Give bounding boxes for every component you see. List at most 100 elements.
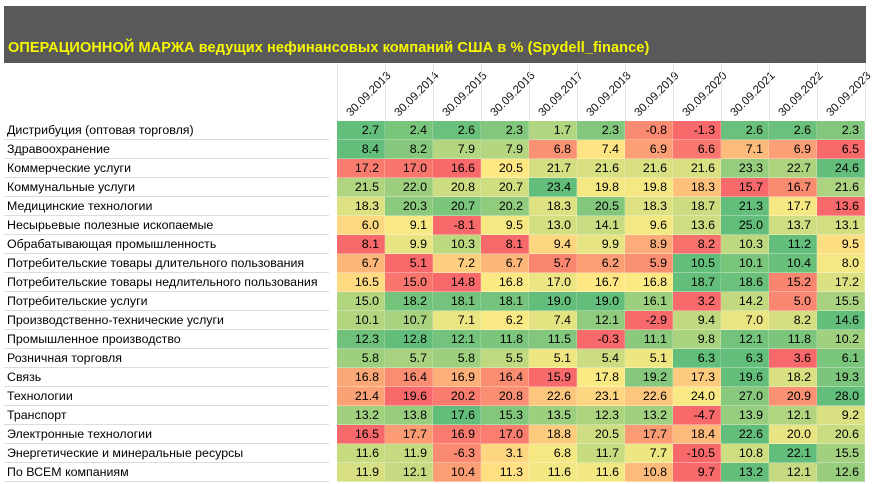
value-cell: -4.7 bbox=[673, 406, 721, 425]
value-cell: 8.2 bbox=[673, 235, 721, 254]
value-cell: 8.2 bbox=[385, 140, 433, 159]
value-cell: 21.6 bbox=[817, 178, 865, 197]
value-cell: 7.0 bbox=[721, 311, 769, 330]
value-cell: 9.2 bbox=[817, 406, 865, 425]
value-cell: 13.2 bbox=[337, 406, 385, 425]
value-cell: 20.5 bbox=[481, 159, 529, 178]
value-cell: 18.8 bbox=[529, 425, 577, 444]
value-cell: 7.4 bbox=[529, 311, 577, 330]
table-row: Здравоохранение 8.4 8.2 7.9 7.9 6.8 7.4 6.9 6.6 7… bbox=[4, 140, 865, 159]
value-cell: 17.0 bbox=[385, 159, 433, 178]
value-cell: 21.6 bbox=[577, 159, 625, 178]
value-cell: 12.1 bbox=[577, 311, 625, 330]
table-row: Розничная торговля 5.8 5.7 5.8 5.5 5.1 5.4 5.1 6… bbox=[4, 349, 865, 368]
value-cell: 21.6 bbox=[625, 159, 673, 178]
value-cell: 7.7 bbox=[625, 444, 673, 463]
value-cell: 11.3 bbox=[481, 463, 529, 482]
value-cell: -1.3 bbox=[673, 121, 721, 140]
value-cell: 5.1 bbox=[385, 254, 433, 273]
value-cell: 15.2 bbox=[769, 273, 817, 292]
value-cell: -0.3 bbox=[577, 330, 625, 349]
value-cell: 6.8 bbox=[529, 444, 577, 463]
value-cell: 10.3 bbox=[433, 235, 481, 254]
value-cell: 2.4 bbox=[385, 121, 433, 140]
row-label: Потребительские товары недлительного пол… bbox=[4, 273, 329, 292]
value-cell: 8.2 bbox=[769, 311, 817, 330]
value-cell: 19.6 bbox=[385, 387, 433, 406]
value-cell: 13.1 bbox=[817, 216, 865, 235]
value-cell: 27.0 bbox=[721, 387, 769, 406]
row-label: Технологии bbox=[4, 387, 329, 406]
value-cell: 16.9 bbox=[433, 368, 481, 387]
value-cell: 10.1 bbox=[337, 311, 385, 330]
value-cell: 5.8 bbox=[433, 349, 481, 368]
value-cell: 7.2 bbox=[433, 254, 481, 273]
row-label: Обрабатывающая промышленность bbox=[4, 235, 329, 254]
value-cell: 2.7 bbox=[337, 121, 385, 140]
row-label: Энергетические и минеральные ресурсы bbox=[4, 444, 329, 463]
column-header: 30.09.2018 bbox=[584, 69, 634, 119]
value-cell: 18.2 bbox=[769, 368, 817, 387]
value-cell: 6.1 bbox=[817, 349, 865, 368]
value-cell: 13.6 bbox=[817, 197, 865, 216]
value-cell: 20.0 bbox=[769, 425, 817, 444]
header-gridline bbox=[337, 63, 338, 121]
header-gridline bbox=[625, 63, 626, 121]
column-header: 30.09.2017 bbox=[536, 69, 586, 119]
value-cell: 23.1 bbox=[577, 387, 625, 406]
row-label: Транспорт bbox=[4, 406, 329, 425]
value-cell: 16.8 bbox=[625, 273, 673, 292]
value-cell: 17.6 bbox=[433, 406, 481, 425]
value-cell: 22.0 bbox=[385, 178, 433, 197]
value-cell: 16.4 bbox=[385, 368, 433, 387]
value-cell: 20.7 bbox=[481, 178, 529, 197]
row-label: Здравоохранение bbox=[4, 140, 329, 159]
column-header: 30.09.2020 bbox=[680, 69, 730, 119]
value-cell: 6.0 bbox=[337, 216, 385, 235]
table-row: Коммерческие услуги 17.2 17.0 16.6 20.5 21.7 2… bbox=[4, 159, 865, 178]
value-cell: -0.8 bbox=[625, 121, 673, 140]
value-cell: 5.1 bbox=[625, 349, 673, 368]
value-cell: 6.9 bbox=[769, 140, 817, 159]
value-cell: 1.7 bbox=[529, 121, 577, 140]
value-cell: 10.8 bbox=[625, 463, 673, 482]
value-cell: 20.8 bbox=[433, 178, 481, 197]
value-cell: 18.2 bbox=[385, 292, 433, 311]
value-cell: 12.1 bbox=[721, 330, 769, 349]
value-cell: 22.1 bbox=[769, 444, 817, 463]
value-cell: 17.8 bbox=[577, 368, 625, 387]
value-cell: 20.2 bbox=[433, 387, 481, 406]
value-cell: 17.3 bbox=[673, 368, 721, 387]
value-cell: 15.7 bbox=[721, 178, 769, 197]
value-cell: 22.6 bbox=[625, 387, 673, 406]
value-cell: 16.5 bbox=[337, 425, 385, 444]
column-header: 30.09.2014 bbox=[392, 69, 442, 119]
value-cell: 15.3 bbox=[481, 406, 529, 425]
value-cell: 16.7 bbox=[769, 178, 817, 197]
value-cell: 18.3 bbox=[673, 178, 721, 197]
header-gridline bbox=[769, 63, 770, 121]
value-cell: 16.4 bbox=[481, 368, 529, 387]
value-cell: 18.4 bbox=[673, 425, 721, 444]
value-cell: 11.8 bbox=[769, 330, 817, 349]
header-gridline bbox=[721, 63, 722, 121]
value-cell: -8.1 bbox=[433, 216, 481, 235]
value-cell: 6.3 bbox=[721, 349, 769, 368]
value-cell: 6.6 bbox=[673, 140, 721, 159]
header-gridline bbox=[577, 63, 578, 121]
row-label: По ВСЕМ компаниям bbox=[4, 463, 329, 482]
value-cell: 17.7 bbox=[385, 425, 433, 444]
header-gridline bbox=[673, 63, 674, 121]
value-cell: 2.6 bbox=[721, 121, 769, 140]
value-cell: 12.3 bbox=[577, 406, 625, 425]
value-cell: 17.0 bbox=[481, 425, 529, 444]
table-row: Медицинские технологии 18.3 20.3 20.7 20.2 18… bbox=[4, 197, 865, 216]
value-cell: 10.7 bbox=[385, 311, 433, 330]
table-row: Потребительские товары длительного польз… bbox=[4, 254, 865, 273]
value-cell: 5.8 bbox=[337, 349, 385, 368]
value-cell: 18.7 bbox=[673, 197, 721, 216]
value-cell: 8.0 bbox=[817, 254, 865, 273]
table-row: Производственно-технические услуги 10.1 10… bbox=[4, 311, 865, 330]
value-cell: 20.9 bbox=[769, 387, 817, 406]
